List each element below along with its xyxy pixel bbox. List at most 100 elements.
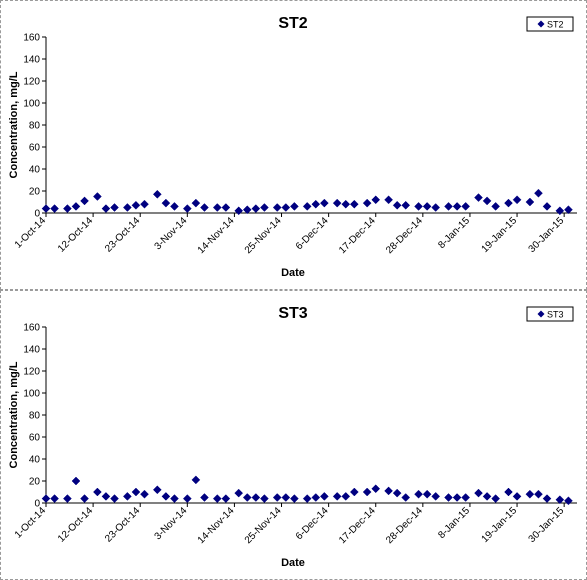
data-point: [384, 195, 393, 205]
y-tick-label: 60: [29, 433, 41, 444]
data-point: [311, 493, 321, 502]
data-point: [131, 200, 141, 210]
data-point: [319, 492, 329, 501]
data-point: [140, 489, 149, 499]
x-tick-label: 3-Nov-14: [153, 215, 190, 252]
chart-title: ST2: [278, 15, 307, 32]
data-point: [71, 202, 81, 211]
data-point: [422, 489, 432, 499]
data-point: [302, 494, 312, 503]
data-point: [341, 492, 351, 501]
x-tick-label: 25-Nov-14: [243, 215, 284, 256]
data-point: [50, 204, 59, 213]
data-point: [93, 487, 102, 497]
y-tick-label: 80: [29, 121, 41, 132]
data-point: [242, 205, 252, 215]
x-tick-label: 23-Oct-14: [103, 215, 143, 255]
data-point: [234, 488, 244, 498]
x-tick-label: 23-Oct-14: [103, 505, 143, 545]
data-point: [50, 494, 59, 503]
data-point: [63, 204, 72, 213]
data-point: [200, 203, 209, 212]
y-tick-label: 40: [29, 455, 41, 466]
x-tick-label: 25-Nov-14: [243, 505, 284, 546]
y-axis-title: Concentration, mg/L: [8, 361, 20, 468]
data-point: [110, 494, 119, 503]
data-point: [161, 492, 171, 501]
data-point: [362, 198, 372, 208]
data-point: [41, 494, 51, 503]
data-point: [482, 196, 492, 206]
data-point: [461, 493, 471, 502]
data-point: [392, 488, 402, 498]
data-point: [482, 492, 492, 501]
x-axis-title: Date: [281, 267, 305, 279]
chart-panel-st2: ST2 0 20 40 60 80 100 120 140 160 1-Oct-14 12-Oct-1…: [0, 0, 587, 290]
data-point: [349, 487, 359, 497]
x-tick-label: 14-Nov-14: [196, 505, 237, 546]
data-point: [93, 192, 102, 201]
y-tick-label: 120: [23, 367, 40, 378]
data-point: [555, 206, 565, 216]
data-point: [542, 202, 552, 211]
y-tick-label: 120: [23, 77, 40, 88]
data-point: [251, 204, 261, 213]
data-point: [525, 197, 535, 207]
y-tick-label: 20: [29, 187, 41, 198]
data-point: [341, 199, 351, 209]
data-point: [170, 494, 179, 503]
x-tick-label: 1-Oct-14: [13, 505, 49, 541]
x-tick-label: 6-Dec-14: [294, 215, 331, 252]
data-point: [290, 202, 299, 211]
legend-box: [526, 306, 574, 322]
data-point: [431, 203, 441, 212]
data-point: [512, 492, 522, 501]
data-point: [452, 202, 462, 211]
data-point: [182, 494, 192, 503]
y-tick-label: 160: [23, 323, 40, 334]
data-point: [281, 493, 291, 502]
data-point: [542, 494, 552, 503]
data-point: [152, 485, 162, 495]
data-point: [555, 495, 565, 505]
data-point: [431, 492, 441, 501]
y-tick-label: 160: [23, 33, 40, 44]
data-point: [140, 199, 149, 209]
data-point: [80, 196, 89, 206]
data-point: [101, 204, 111, 213]
legend-marker-icon: [537, 20, 545, 28]
legend-label: ST3: [547, 310, 564, 320]
x-axis-title: Date: [281, 557, 305, 569]
data-point: [170, 202, 179, 211]
data-point: [525, 489, 535, 499]
data-point: [414, 489, 423, 499]
data-point: [110, 203, 119, 212]
legend-box: [526, 16, 574, 32]
data-point: [349, 199, 359, 209]
x-tick-label: 17-Dec-14: [337, 505, 378, 546]
data-point: [123, 492, 132, 501]
data-point: [272, 203, 282, 212]
data-point: [221, 203, 231, 212]
data-point: [461, 202, 471, 211]
data-point: [290, 494, 299, 503]
data-point: [422, 202, 432, 211]
data-point: [152, 189, 162, 199]
data-point: [260, 203, 269, 212]
data-point: [474, 193, 483, 202]
x-tick-label: 1-Oct-14: [13, 215, 49, 251]
data-point: [123, 203, 132, 212]
chart-st2: ST2 0 20 40 60 80 100 120 140 160 1-Oct-14 12-Oct-1…: [8, 15, 577, 279]
data-point: [384, 486, 393, 496]
y-tick-label: 140: [23, 55, 40, 66]
x-tick-label: 12-Oct-14: [56, 215, 96, 255]
x-tick-label: 19-Jan-15: [480, 215, 520, 255]
data-point: [491, 202, 500, 211]
data-point: [332, 198, 342, 208]
data-point: [131, 487, 141, 497]
x-tick-label: 28-Dec-14: [384, 215, 425, 256]
data-point: [491, 494, 500, 503]
data-point: [182, 204, 192, 213]
data-point: [504, 198, 513, 208]
data-point: [234, 206, 244, 216]
